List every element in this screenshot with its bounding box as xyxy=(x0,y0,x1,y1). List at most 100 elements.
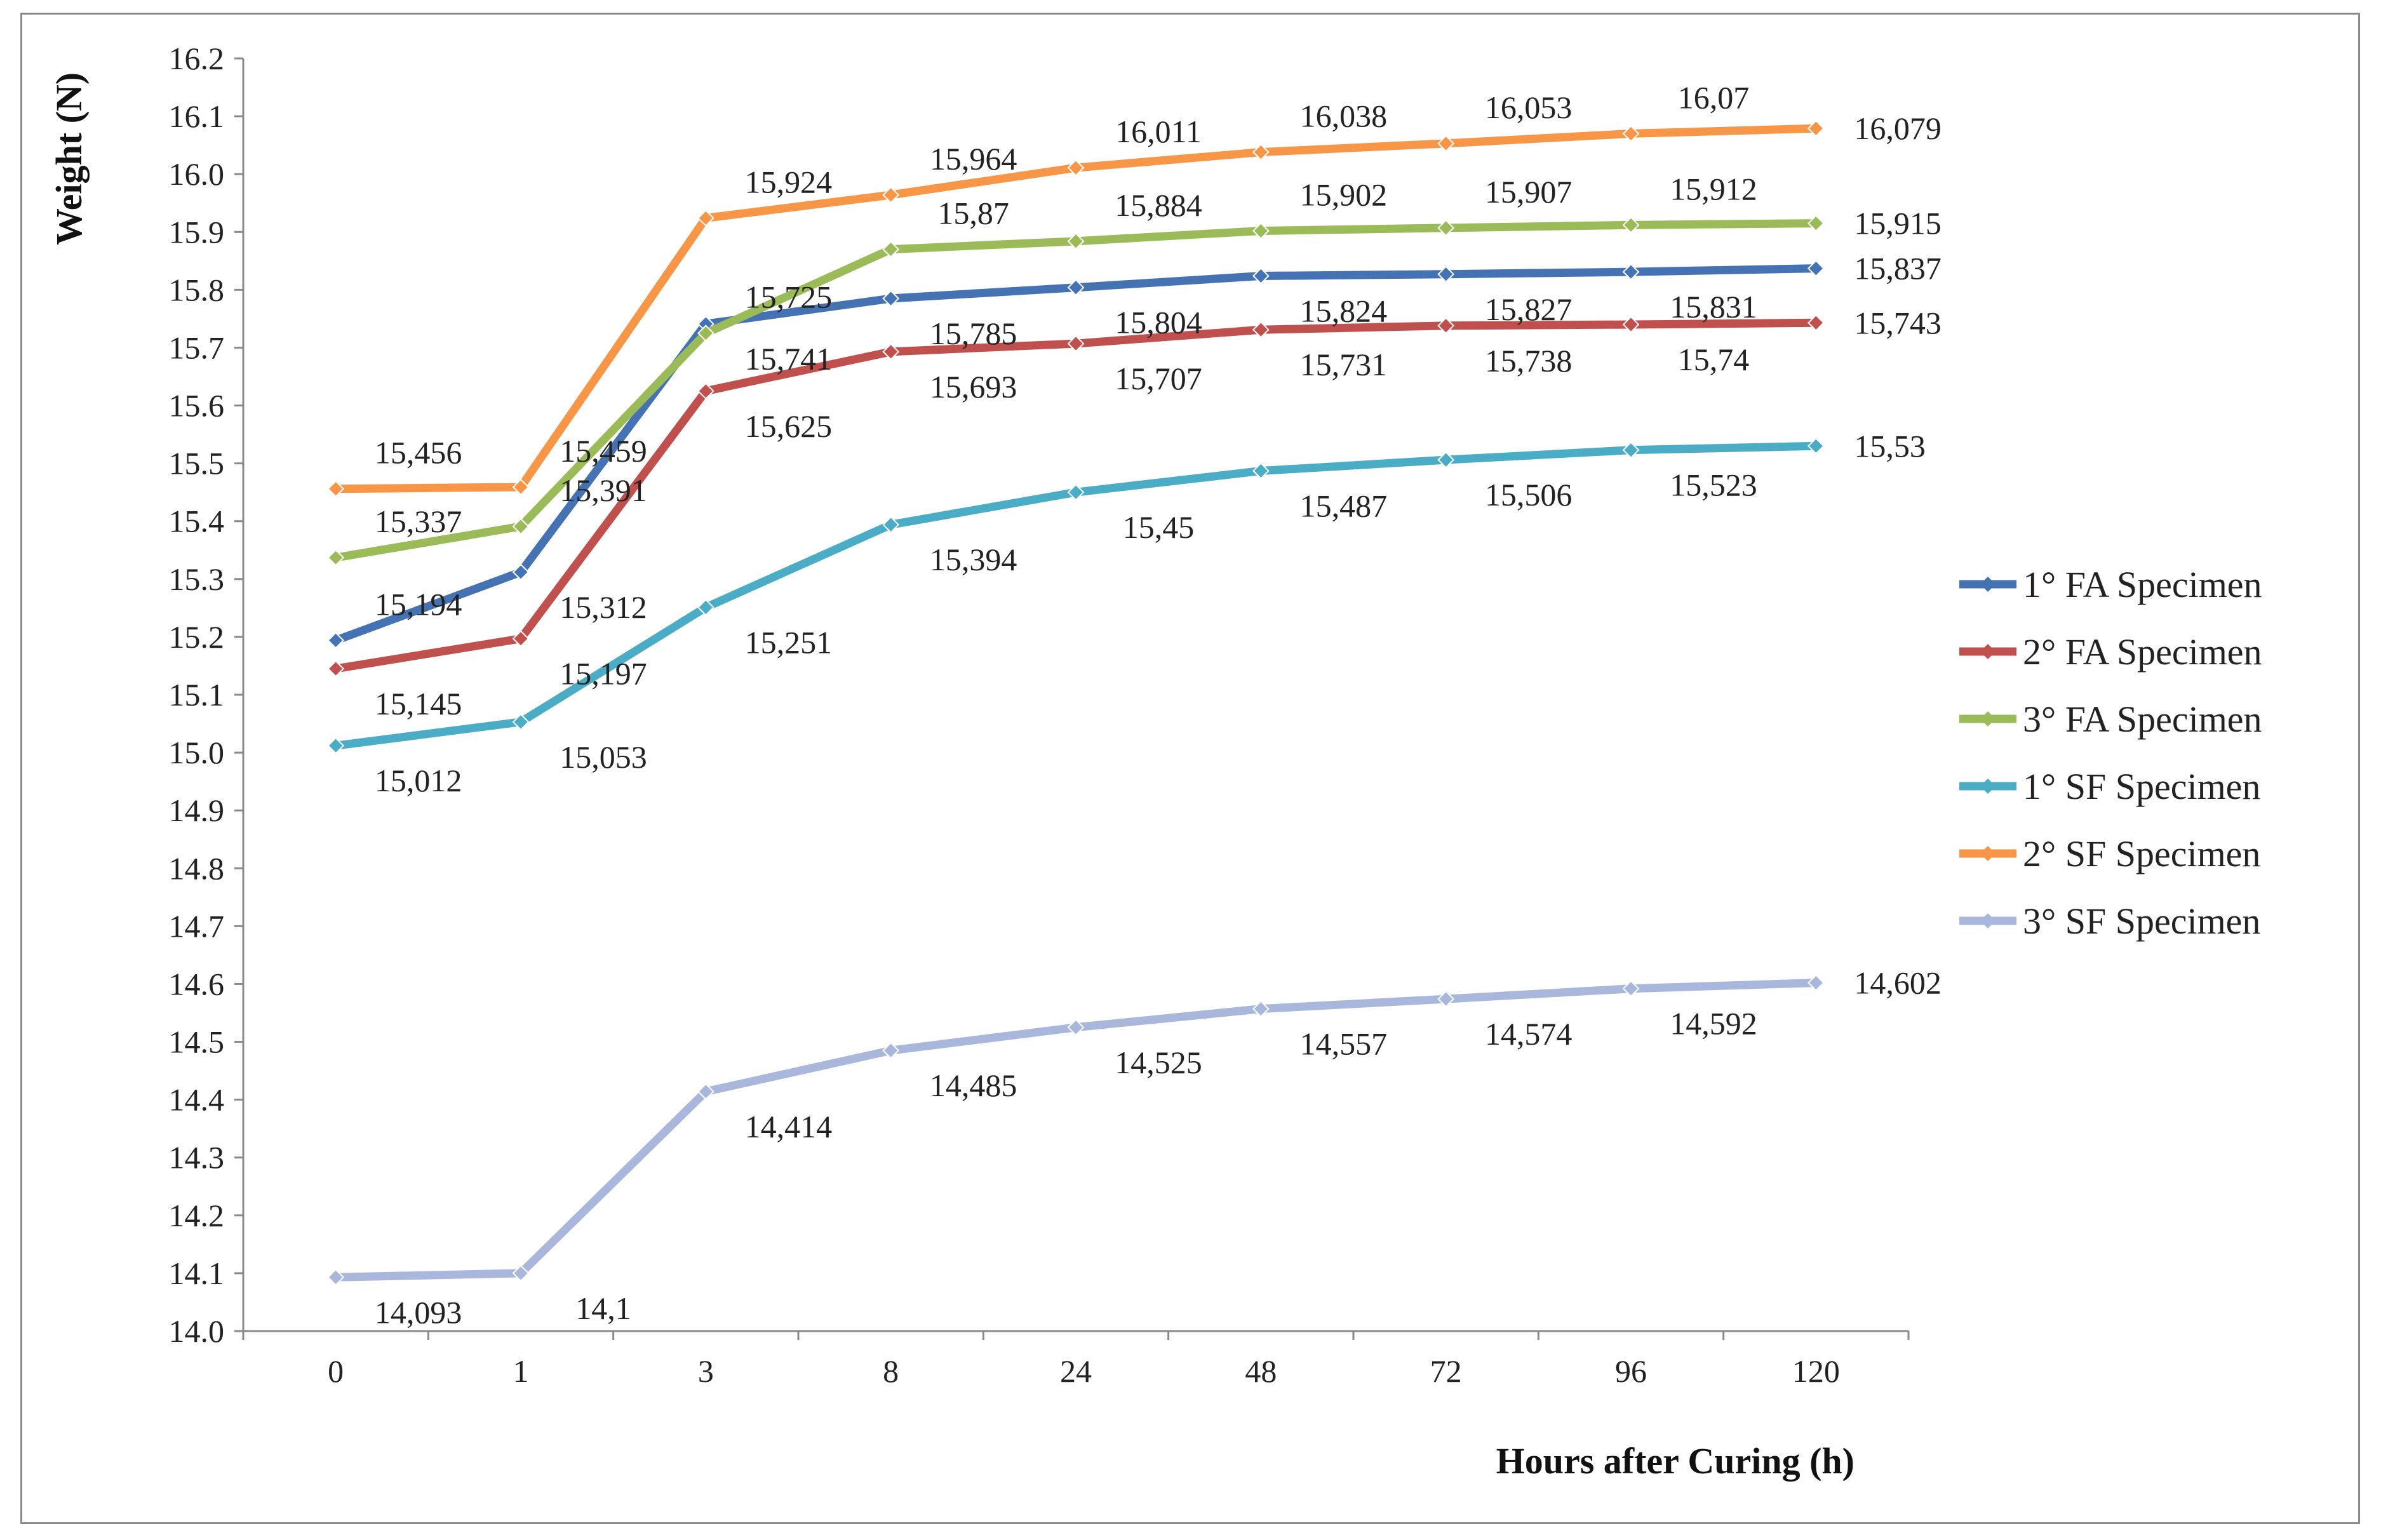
y-tick-label: 14.1 xyxy=(169,1255,225,1291)
x-tick-label: 72 xyxy=(1430,1353,1462,1389)
legend-item: 3° FA Specimen xyxy=(1959,699,2262,740)
data-point xyxy=(697,599,714,616)
data-point xyxy=(1622,125,1640,142)
data-label: 15,53 xyxy=(1854,428,1926,464)
data-label: 15,337 xyxy=(375,504,462,539)
data-point xyxy=(327,660,345,678)
data-point xyxy=(1622,441,1640,459)
series-line xyxy=(332,124,1820,493)
data-point xyxy=(1807,260,1825,278)
y-tick-label: 15.1 xyxy=(169,677,225,713)
data-label: 15,391 xyxy=(560,472,647,508)
data-label: 16,053 xyxy=(1485,90,1573,125)
data-label: 15,743 xyxy=(1854,305,1942,340)
y-tick-label: 14.2 xyxy=(169,1198,225,1233)
data-label: 16,038 xyxy=(1300,98,1388,134)
data-label: 15,827 xyxy=(1485,291,1573,327)
legend-label: 2° SF Specimen xyxy=(2023,833,2260,874)
data-label: 15,194 xyxy=(375,586,462,622)
y-tick-label: 14.3 xyxy=(169,1140,225,1175)
data-label: 15,785 xyxy=(930,316,1017,351)
data-point xyxy=(1067,335,1085,352)
data-label: 15,87 xyxy=(937,196,1009,231)
y-tick-label: 16.0 xyxy=(169,156,225,192)
data-label: 15,924 xyxy=(745,164,833,199)
data-point xyxy=(1067,232,1085,250)
data-label: 15,053 xyxy=(560,739,647,775)
data-label: 15,964 xyxy=(930,141,1017,177)
y-tick-label: 14.7 xyxy=(169,908,225,944)
x-axis-title: Hours after Curing (h) xyxy=(1496,1440,1854,1482)
y-tick-label: 14.9 xyxy=(169,793,225,828)
y-tick-label: 16.1 xyxy=(169,98,225,134)
data-label: 14,557 xyxy=(1300,1026,1388,1062)
data-label: 15,693 xyxy=(930,369,1017,405)
data-point xyxy=(512,518,530,535)
data-point xyxy=(1807,974,1825,992)
y-tick-label: 15.3 xyxy=(169,561,225,597)
data-point xyxy=(512,1264,530,1282)
data-label: 15,731 xyxy=(1300,347,1388,382)
legend-marker xyxy=(1980,644,1995,659)
data-point xyxy=(697,382,714,400)
data-label: 15,915 xyxy=(1854,206,1942,241)
legend-label: 3° SF Specimen xyxy=(2023,901,2260,942)
data-point xyxy=(327,549,345,566)
data-label: 15,741 xyxy=(745,341,833,377)
data-point xyxy=(512,630,530,648)
axes xyxy=(234,57,1910,1340)
legend-item: 2° FA Specimen xyxy=(1959,631,2262,673)
series-4 xyxy=(327,437,1825,754)
data-point xyxy=(1067,483,1085,501)
data-label: 15,902 xyxy=(1300,177,1388,212)
data-label: 15,824 xyxy=(1300,293,1388,329)
data-point xyxy=(1067,279,1085,297)
data-label: 15,197 xyxy=(560,656,647,692)
data-labels: 15,194 15,312 15,741 15,785 15,804 15,824 15,8… xyxy=(375,79,1942,1330)
legend-label: 1° SF Specimen xyxy=(2023,766,2260,807)
series-2 xyxy=(327,314,1825,678)
data-label: 15,459 xyxy=(560,433,647,469)
data-label: 15,625 xyxy=(745,408,833,444)
data-point xyxy=(1252,267,1270,285)
data-label: 15,487 xyxy=(1300,488,1388,523)
y-axis-title: Weight (N) xyxy=(48,72,90,245)
data-point xyxy=(1437,265,1455,283)
series-6 xyxy=(327,974,1825,1286)
data-label: 15,312 xyxy=(560,589,647,625)
series-3 xyxy=(327,215,1825,566)
data-label: 14,525 xyxy=(1115,1045,1202,1080)
data-label: 15,012 xyxy=(375,763,462,798)
data-point xyxy=(697,209,714,227)
data-point xyxy=(512,563,530,581)
data-point xyxy=(1437,451,1455,469)
x-tick-label: 0 xyxy=(328,1353,344,1389)
data-point xyxy=(1437,990,1455,1008)
y-tick-label: 15.2 xyxy=(169,619,225,655)
data-label: 15,251 xyxy=(745,624,833,660)
data-label: 15,912 xyxy=(1670,171,1757,206)
data-point xyxy=(1437,317,1455,335)
legend-label: 2° FA Specimen xyxy=(2023,631,2262,673)
data-label: 14,093 xyxy=(375,1294,462,1330)
legend-item: 1° SF Specimen xyxy=(1959,766,2260,807)
data-point xyxy=(512,478,530,496)
data-point xyxy=(1622,216,1640,234)
y-tick-label: 15.7 xyxy=(169,330,225,365)
legend-marker xyxy=(1980,913,1995,928)
data-label: 14,592 xyxy=(1670,1006,1757,1041)
y-tick-label: 15.0 xyxy=(169,735,225,770)
data-label: 14,574 xyxy=(1485,1016,1573,1052)
data-point xyxy=(1067,159,1085,177)
data-label: 15,394 xyxy=(930,542,1017,577)
y-tick-label: 14.6 xyxy=(169,966,225,1001)
legend-marker xyxy=(1980,711,1995,726)
data-point xyxy=(882,186,900,204)
legend-label: 1° FA Specimen xyxy=(2023,564,2262,605)
x-tick-label: 3 xyxy=(698,1353,714,1389)
data-label: 16,011 xyxy=(1115,114,1202,149)
legend-item: 3° SF Specimen xyxy=(1959,901,2260,942)
data-label: 15,145 xyxy=(375,686,462,721)
data-point xyxy=(882,241,900,258)
data-point xyxy=(1067,1019,1085,1036)
